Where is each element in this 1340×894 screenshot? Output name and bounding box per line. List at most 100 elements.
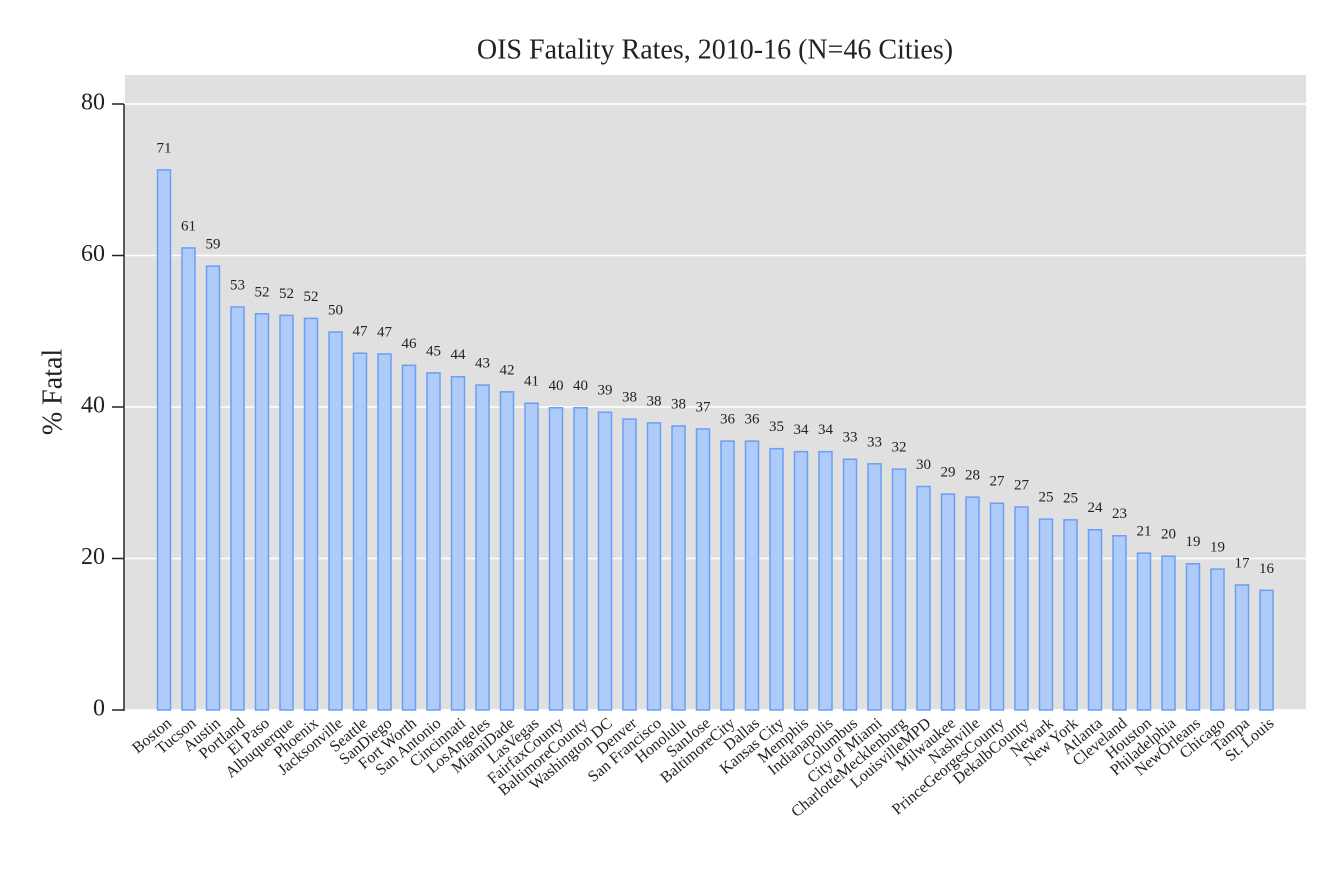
bar [573, 407, 588, 711]
y-tick-label: 60 [81, 241, 105, 267]
data-label: 25 [1063, 490, 1078, 506]
data-label: 52 [279, 286, 294, 302]
data-label: 29 [941, 465, 956, 481]
data-label: 41 [524, 374, 539, 390]
data-label: 61 [181, 218, 196, 234]
data-label: 43 [475, 355, 490, 371]
bar [1234, 584, 1250, 711]
data-label: 38 [622, 390, 637, 406]
data-label: 19 [1210, 540, 1225, 556]
bar [1087, 528, 1103, 711]
data-label: 32 [892, 440, 907, 456]
data-label: 25 [1039, 490, 1054, 506]
data-label: 36 [745, 412, 761, 428]
bar [695, 428, 711, 711]
y-axis-label: % Fatal [37, 349, 68, 436]
data-label: 33 [843, 430, 858, 446]
bar [426, 372, 441, 711]
data-label: 46 [402, 336, 418, 352]
data-label: 44 [451, 347, 467, 363]
bar [720, 440, 735, 711]
bar [401, 364, 417, 711]
bar [1112, 535, 1127, 711]
data-label: 23 [1112, 506, 1127, 522]
bar [916, 485, 931, 711]
bar [377, 353, 392, 711]
data-label: 40 [573, 378, 588, 394]
data-label: 24 [1088, 500, 1104, 516]
bar [181, 247, 196, 711]
bar [1038, 518, 1054, 711]
data-label: 21 [1137, 524, 1152, 540]
data-label: 17 [1235, 555, 1251, 571]
bar [965, 496, 980, 711]
data-label: 52 [304, 289, 319, 305]
data-label: 35 [769, 419, 784, 435]
bar [1063, 519, 1078, 711]
bar [744, 440, 760, 711]
bar [671, 425, 686, 711]
bar [450, 375, 466, 711]
data-label: 27 [990, 474, 1006, 490]
data-label: 50 [328, 302, 343, 318]
data-label: 52 [255, 284, 270, 300]
bar [867, 463, 882, 711]
bar [499, 391, 515, 711]
y-tick-label: 40 [81, 393, 105, 419]
bar [352, 352, 368, 711]
bar [279, 314, 294, 711]
bar [597, 411, 613, 711]
bar [1136, 552, 1152, 711]
data-label: 47 [353, 324, 369, 340]
data-label: 19 [1186, 534, 1201, 550]
data-label: 37 [696, 399, 712, 415]
data-label: 45 [426, 343, 441, 359]
data-label: 40 [549, 378, 564, 394]
data-label: 71 [157, 140, 172, 156]
data-label: 16 [1259, 561, 1275, 577]
data-label: 34 [818, 422, 834, 438]
bar [254, 313, 270, 711]
plot-area [125, 75, 1306, 710]
data-label: 27 [1014, 477, 1030, 493]
bar [475, 384, 490, 711]
data-label: 42 [500, 362, 515, 378]
bar [524, 402, 539, 711]
bar [842, 458, 858, 711]
y-tick-label: 20 [81, 544, 105, 570]
bar [769, 447, 784, 711]
y-tick-label: 80 [81, 90, 105, 116]
bar [1014, 506, 1029, 711]
bar [328, 331, 343, 711]
data-label: 47 [377, 324, 393, 340]
bar [1210, 568, 1225, 711]
y-tick-label: 0 [93, 696, 105, 722]
data-label: 39 [598, 383, 613, 399]
data-label: 34 [794, 422, 810, 438]
bar [646, 422, 662, 711]
bar [1259, 589, 1274, 711]
data-label: 53 [230, 277, 245, 293]
bar [793, 450, 809, 711]
data-label: 30 [916, 457, 931, 473]
bar [818, 450, 833, 711]
bar [989, 502, 1005, 711]
bar [205, 265, 221, 711]
chart-title: OIS Fatality Rates, 2010-16 (N=46 Cities… [477, 34, 953, 65]
data-label: 38 [647, 393, 662, 409]
bar [548, 407, 564, 711]
data-label: 38 [671, 396, 686, 412]
data-label: 33 [867, 434, 882, 450]
bar [622, 418, 637, 711]
bar [1161, 555, 1176, 711]
bar [1185, 563, 1201, 711]
bar [230, 306, 245, 711]
data-label: 59 [206, 237, 221, 253]
bar [156, 169, 172, 711]
bar [891, 468, 907, 711]
bar [940, 493, 956, 711]
bar [303, 317, 319, 711]
data-label: 28 [965, 468, 980, 484]
data-label: 36 [720, 412, 736, 428]
